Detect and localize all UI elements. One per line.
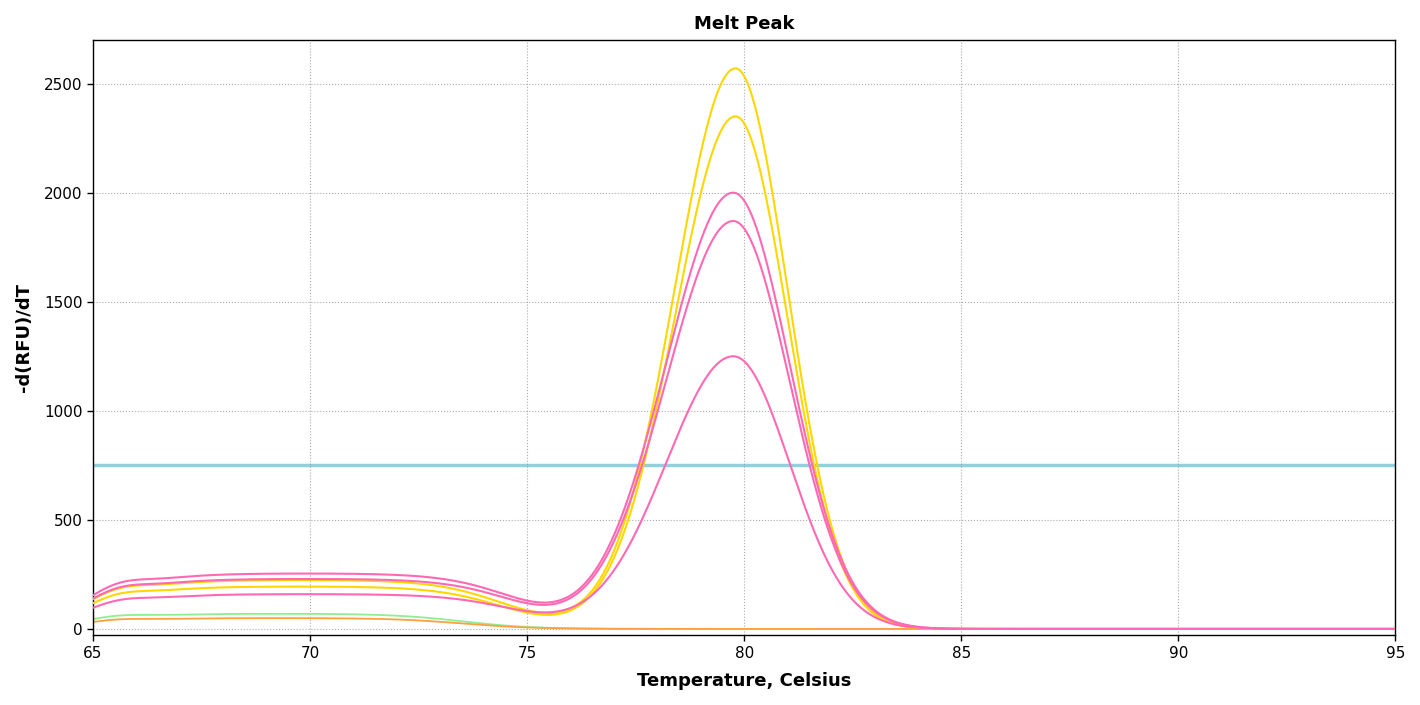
Y-axis label: -d(RFU)/dT: -d(RFU)/dT [16, 283, 33, 392]
Title: Melt Peak: Melt Peak [694, 15, 794, 33]
X-axis label: Temperature, Celsius: Temperature, Celsius [638, 672, 852, 690]
